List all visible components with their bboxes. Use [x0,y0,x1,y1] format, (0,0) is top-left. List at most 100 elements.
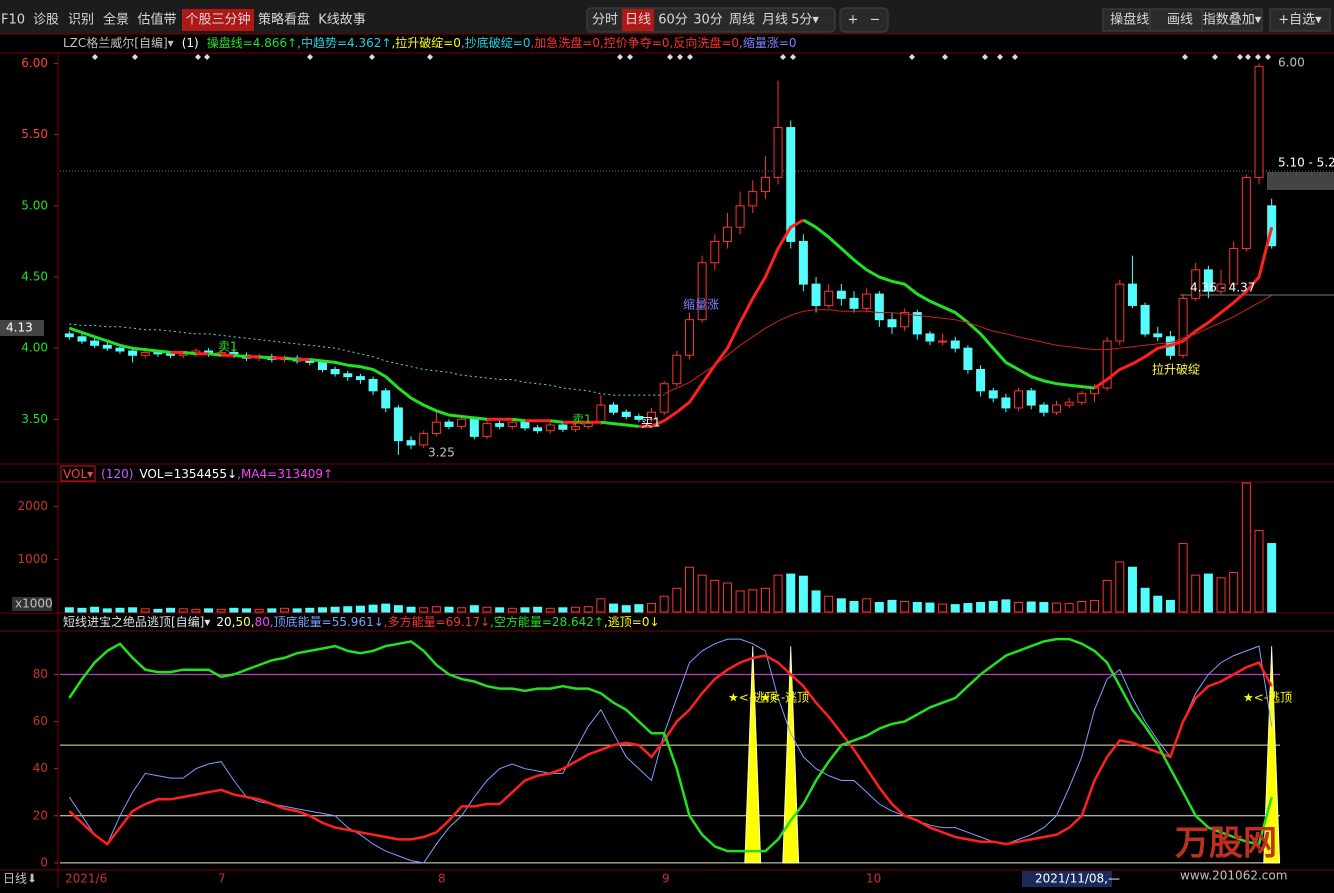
candle-body [786,127,796,242]
toolbar-item[interactable]: 个股三分钟 [185,12,250,28]
volume-bar [1014,602,1024,613]
signal-diamond [132,54,138,60]
toolbar-item[interactable]: 策略看盘 [258,12,310,28]
toolbar-item[interactable]: F10 [1,13,25,28]
toolbar-item[interactable]: 分时 [592,13,618,28]
candle-body [1229,248,1239,285]
toolbar-item[interactable]: 全景 [103,12,129,28]
candle-body [950,340,960,349]
date-highlight [1022,871,1112,887]
toolbar-item[interactable]: 画线 [1167,13,1193,28]
tool-button[interactable] [1269,8,1331,32]
volume-bar [406,606,416,613]
toolbar-item[interactable]: K线故事 [318,13,366,28]
status[interactable]: 日线⬇ [3,872,37,886]
volume-bar [735,590,745,613]
toolbar-item[interactable]: − [870,13,881,28]
toolbar-item[interactable]: 指数叠加▾ [1203,13,1262,28]
candle-body [406,440,416,446]
volume-bar [1254,529,1264,613]
vol-legend: VOL▾ (120) VOL=1354455↓,MA4=313409↑ [63,467,333,481]
volume-bar [115,607,125,613]
volume-bar [1039,602,1049,613]
toolbar-item[interactable]: 周线 [729,13,755,28]
volume-bar [786,573,796,613]
signal-diamond [427,54,433,60]
candle-body [938,340,948,343]
toolbar-item[interactable]: 估值带 [137,12,176,28]
annotation: 5.10 - 5.24 [1278,156,1334,170]
legend-item: ,抄底破绽=0 [461,35,531,50]
signal-diamond [1237,54,1243,60]
toolbar-item[interactable]: 日线 [625,13,651,28]
volume-bar [684,566,694,613]
legend-item: LZC格兰威尔[自编]▾ [63,35,174,50]
candle-body [1241,176,1251,250]
candle-body [368,378,378,392]
volume-bar [824,595,834,613]
volume-bar [1165,599,1175,613]
toolbar-item[interactable]: 30分 [693,13,723,28]
candle-body [507,421,517,427]
toolbar-item[interactable]: +自选▾ [1278,13,1322,28]
toolbar-item[interactable]: 识别 [68,13,94,28]
candle-body [419,433,429,446]
volume-bar [874,602,884,613]
signal-diamond [1212,54,1218,60]
line [663,295,1272,395]
volume-bar [242,608,252,613]
candle-body [900,312,910,328]
candle-body [874,293,884,321]
volume-bar [1241,482,1251,613]
volume-bar [571,606,581,613]
legend-item: ,中趋势=4.362↑ [297,35,391,50]
annotation: 买1 [641,416,661,430]
legend-item: (1) [182,36,199,50]
volume-bar [722,582,732,613]
volume-bar [1127,566,1137,613]
legend-item: VOL▾ [63,467,93,481]
signal-diamond [1255,54,1261,60]
candle-body [1026,390,1036,406]
volume-bar [988,600,998,613]
volume-bar [849,600,859,613]
legend-item: 20, [216,615,235,629]
toolbar-item[interactable]: 操盘线▾ [1110,12,1156,28]
volume-bar [596,598,606,613]
candle-body [1178,297,1188,356]
volume-bar [836,598,846,613]
volume-bar [140,608,150,613]
candle-body [1127,283,1137,306]
toolbar-item[interactable]: 5分▾ [791,13,819,28]
toolbar-item[interactable]: + [848,13,859,28]
spike [744,646,762,864]
toolbar-item[interactable]: 月线 [762,13,788,28]
annotation: 6.00 [1278,56,1305,70]
volume-bar [1064,603,1074,613]
volume-bar [102,608,112,613]
volume-bar [1077,600,1087,613]
y-tick-label: 20 [33,808,48,822]
line [208,352,222,357]
candle-body [482,423,492,437]
signal-diamond [369,54,375,60]
zoom-group [839,7,889,33]
toolbar-item[interactable]: 诊股 [33,13,59,28]
candle-body [457,418,467,427]
line [512,417,526,423]
toolbar-item[interactable]: 60分 [658,13,688,28]
legend-item: ,逃顶=0↓ [604,615,660,629]
volume-bar [533,606,543,613]
line [259,355,272,360]
candle-body [1216,283,1226,292]
y-tick-label: 5.50 [21,127,48,141]
legend-item: ,加急洗盘=0 [530,35,600,50]
vol-selector[interactable] [60,465,96,482]
candle-body [90,340,100,346]
volume-bar [1178,543,1188,613]
volume-bar [925,602,935,613]
volume-bar [760,587,770,613]
tool-button[interactable] [1201,8,1263,32]
current-price: 4.13 [6,321,33,335]
